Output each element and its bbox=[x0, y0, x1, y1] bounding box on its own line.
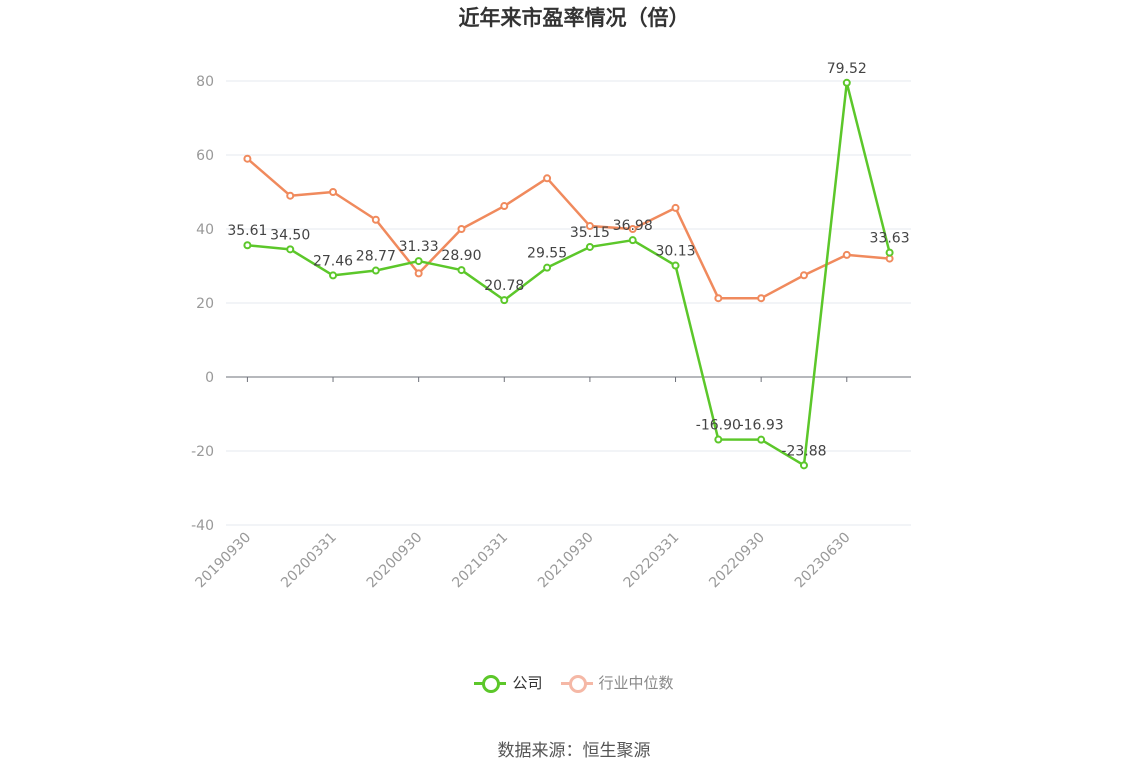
data-point-industry-median[interactable] bbox=[286, 191, 295, 200]
series-layer bbox=[243, 78, 894, 470]
x-tick-label: 20190930 bbox=[193, 530, 255, 592]
data-point-industry-median[interactable] bbox=[457, 225, 466, 233]
x-tick-label: 20210930 bbox=[535, 530, 597, 592]
y-tick-label: 20 bbox=[196, 296, 214, 312]
x-tick-label: 20200331 bbox=[278, 530, 340, 592]
legend-swatch-industry-median bbox=[560, 673, 593, 693]
data-label-company: 30.13 bbox=[655, 244, 695, 260]
data-point-industry-median[interactable] bbox=[757, 294, 766, 303]
x-tick-label: 20230630 bbox=[792, 530, 854, 592]
data-source-note: 数据来源：恒生聚源 bbox=[497, 741, 651, 761]
data-point-industry-median[interactable] bbox=[585, 222, 594, 231]
data-point-company[interactable] bbox=[371, 266, 380, 275]
legend-label-company: 公司 bbox=[512, 674, 543, 692]
legend-swatch-company bbox=[474, 673, 507, 693]
y-tick-label: 0 bbox=[205, 370, 214, 386]
x-tick-label: 20200930 bbox=[364, 530, 426, 592]
data-label-company: -23.88 bbox=[781, 443, 826, 459]
series-line-industry-median bbox=[246, 157, 890, 300]
legend-item-company[interactable]: 公司 bbox=[474, 672, 543, 693]
data-point-company[interactable] bbox=[799, 461, 808, 470]
x-tick-label: 20220331 bbox=[621, 530, 683, 592]
data-point-company[interactable] bbox=[842, 78, 851, 87]
data-point-industry-median[interactable] bbox=[842, 250, 851, 259]
data-point-company[interactable] bbox=[714, 435, 723, 444]
data-point-industry-median[interactable] bbox=[799, 271, 808, 280]
data-label-company: 36.98 bbox=[613, 218, 653, 234]
data-point-industry-median[interactable] bbox=[543, 174, 552, 183]
data-point-industry-median[interactable] bbox=[414, 269, 423, 278]
data-label-company: 79.52 bbox=[827, 61, 867, 77]
y-tick-label: -20 bbox=[191, 444, 214, 460]
data-label-company: 31.33 bbox=[399, 239, 439, 255]
data-point-company[interactable] bbox=[628, 236, 637, 245]
data-point-company[interactable] bbox=[543, 263, 552, 272]
data-point-industry-median[interactable] bbox=[628, 225, 637, 233]
data-point-industry-median[interactable] bbox=[671, 203, 680, 212]
data-label-company: 27.46 bbox=[313, 253, 353, 269]
legend: 公司 行业中位数 bbox=[0, 672, 1148, 693]
data-point-company[interactable] bbox=[457, 266, 466, 275]
y-tick-label: -40 bbox=[191, 518, 214, 534]
data-label-company: 29.55 bbox=[527, 246, 567, 262]
data-label-company: 20.78 bbox=[484, 278, 524, 294]
data-point-industry-median[interactable] bbox=[714, 294, 723, 303]
data-label-company: 35.61 bbox=[227, 223, 267, 239]
chart-title: 近年来市盈率情况（倍） bbox=[458, 6, 690, 30]
x-tick-label: 20220930 bbox=[706, 530, 768, 592]
y-tick-label: 60 bbox=[196, 148, 214, 164]
y-tick-label: 40 bbox=[196, 222, 214, 238]
data-point-company[interactable] bbox=[671, 261, 680, 270]
data-point-industry-median[interactable] bbox=[329, 188, 338, 196]
data-label-company: 28.77 bbox=[356, 249, 396, 265]
series-line-company bbox=[247, 81, 891, 467]
y-tick-label: 80 bbox=[196, 74, 214, 90]
grid-layer bbox=[226, 80, 911, 526]
data-point-company[interactable] bbox=[885, 248, 894, 257]
data-point-industry-median[interactable] bbox=[243, 154, 252, 163]
data-point-company[interactable] bbox=[243, 241, 252, 250]
data-point-company[interactable] bbox=[286, 245, 295, 254]
legend-item-industry-median[interactable]: 行业中位数 bbox=[560, 672, 674, 693]
data-label-company: 33.63 bbox=[870, 231, 910, 247]
data-point-company[interactable] bbox=[757, 435, 766, 444]
data-label-company: 28.90 bbox=[441, 248, 481, 264]
data-point-company[interactable] bbox=[585, 242, 594, 251]
data-point-company[interactable] bbox=[414, 257, 423, 266]
data-label-company: -16.93 bbox=[739, 418, 784, 434]
data-point-company[interactable] bbox=[500, 296, 509, 305]
data-point-industry-median[interactable] bbox=[371, 215, 380, 224]
data-point-industry-median[interactable] bbox=[500, 202, 509, 211]
legend-label-industry-median: 行业中位数 bbox=[598, 674, 674, 692]
x-tick-label: 20210331 bbox=[449, 530, 511, 592]
data-label-company: 35.15 bbox=[570, 225, 610, 241]
data-label-company: -16.90 bbox=[696, 418, 741, 434]
data-label-company: 34.50 bbox=[270, 227, 310, 243]
data-point-company[interactable] bbox=[329, 271, 338, 280]
